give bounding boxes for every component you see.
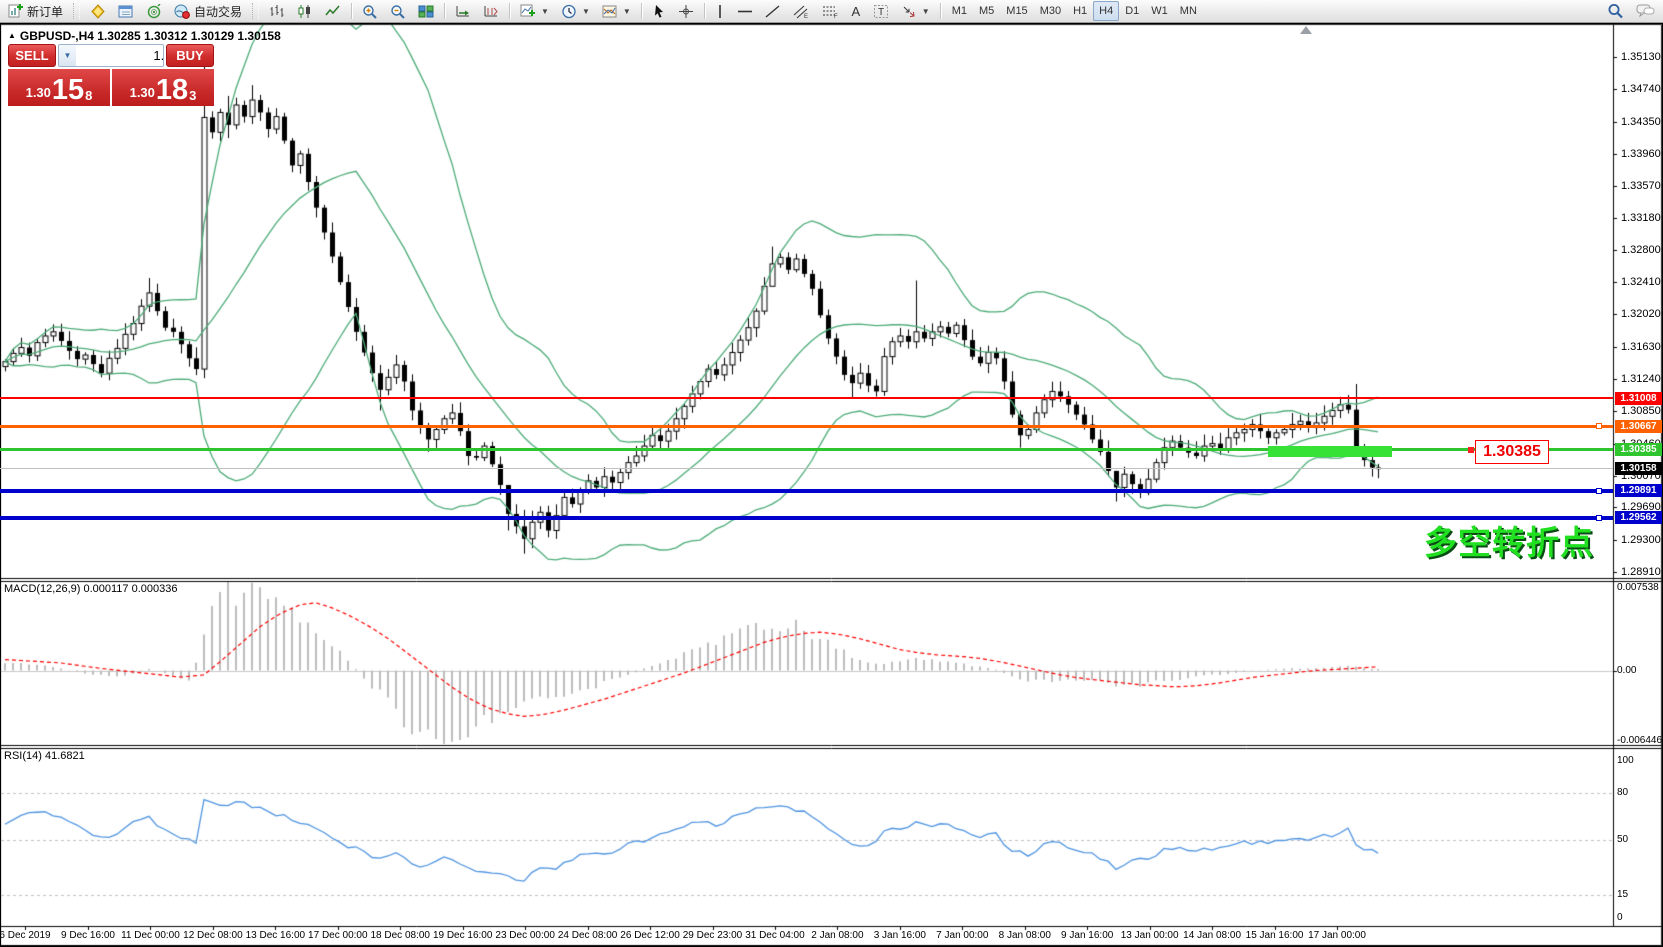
- macd-axis-min: -0.006446: [1617, 735, 1663, 746]
- price-axis-tick: 1.34740: [1621, 83, 1661, 96]
- buy-button[interactable]: BUY: [166, 44, 214, 67]
- time-axis-label: 19 Dec 16:00: [432, 930, 493, 941]
- price-divider: [110, 69, 112, 106]
- time-axis-label: 11 Dec 00:00: [121, 930, 180, 941]
- callout-anchor-icon: [1468, 447, 1474, 453]
- time-axis-label: 24 Dec 08:00: [557, 930, 618, 941]
- macd-indicator-label: MACD(12,26,9) 0.000117 0.000336: [4, 583, 178, 595]
- price-axis-tick: 1.31630: [1621, 340, 1661, 353]
- buy-price-prefix: 1.30: [129, 85, 155, 100]
- buy-price-main: 18: [155, 74, 189, 106]
- rsi-axis-100: 100: [1617, 755, 1634, 766]
- buy-price-pip: 3: [189, 88, 197, 103]
- price-axis-tick: 1.31240: [1621, 373, 1661, 385]
- horizontal-line-1.30667[interactable]: [0, 424, 1613, 428]
- time-axis-label: 15 Jan 16:00: [1245, 930, 1304, 941]
- time-axis-label: 9 Dec 16:00: [61, 930, 115, 941]
- price-axis-tick: 1.33180: [1621, 212, 1661, 225]
- time-axis-label: 26 Dec 12:00: [620, 930, 680, 941]
- line-edge-marker[interactable]: [1596, 514, 1602, 521]
- price-axis-tick: 1.34350: [1621, 115, 1661, 128]
- time-axis-label: 8 Jan 08:00: [998, 930, 1051, 941]
- price-axis-tick: 1.29690: [1621, 501, 1661, 514]
- sell-price-prefix: 1.30: [25, 85, 51, 100]
- sell-price-display[interactable]: 1.30 15 8: [8, 69, 110, 106]
- price-tag-1.30667: 1.30667: [1615, 419, 1662, 433]
- chart-title: ▲ GBPUSD-,H4 1.30285 1.30312 1.30129 1.30…: [8, 29, 281, 43]
- price-tag-1.29891: 1.29891: [1615, 484, 1662, 498]
- price-axis-tick: 1.33570: [1621, 180, 1661, 193]
- time-axis-label: 17 Dec 00:00: [308, 930, 368, 941]
- chart-shift-marker[interactable]: [1300, 26, 1312, 34]
- price-axis-tick: 1.32020: [1621, 308, 1661, 321]
- lot-decrease-button[interactable]: ▼: [59, 45, 76, 66]
- sell-price-pip: 8: [85, 88, 93, 103]
- turning-point-annotation[interactable]: 多空转折点: [1424, 523, 1594, 562]
- macd-axis-max: 0.007538: [1617, 582, 1659, 593]
- macd-axis-zero: 0.00: [1617, 664, 1637, 676]
- chart-title-text: GBPUSD-,H4 1.30285 1.30312 1.30129 1.301…: [19, 29, 281, 43]
- time-axis-label: 7 Jan 00:00: [936, 930, 989, 941]
- current-price-line: [0, 468, 1613, 470]
- horizontal-line-1.29891[interactable]: [0, 488, 1613, 493]
- one-click-trading-panel: SELL ▼ ▲ BUY 1.30 15 8 1.30 18 3: [8, 44, 214, 106]
- horizontal-line-1.31008[interactable]: [0, 397, 1613, 400]
- sell-price-main: 15: [51, 74, 85, 106]
- price-axis-tick: 1.32410: [1621, 276, 1661, 289]
- price-axis-tick: 1.35130: [1621, 51, 1661, 63]
- horizontal-line-1.29562[interactable]: [0, 515, 1613, 520]
- time-axis-label: 23 Dec 00:00: [495, 930, 555, 941]
- time-axis-label: 29 Dec 23:00: [682, 930, 743, 941]
- time-axis-label: 31 Dec 04:00: [745, 930, 805, 941]
- rsi-axis-50: 50: [1617, 834, 1629, 845]
- buy-price-display[interactable]: 1.30 18 3: [112, 69, 214, 106]
- time-axis-label: 13 Dec 16:00: [245, 930, 306, 941]
- lot-size-group: ▼ ▲: [58, 44, 164, 67]
- horizontal-line-1.30385[interactable]: [0, 448, 1613, 452]
- time-axis-label: 17 Jan 00:00: [1308, 930, 1366, 941]
- price-tag-1.31008: 1.31008: [1615, 391, 1662, 405]
- current-price-tag: 1.30158: [1615, 462, 1662, 476]
- time-axis-label: 13 Jan 00:00: [1120, 930, 1179, 941]
- price-axis-tick: 1.30850: [1621, 405, 1661, 418]
- time-axis-label: 3 Jan 16:00: [873, 930, 926, 941]
- rsi-axis-80: 80: [1617, 786, 1629, 798]
- lot-size-input[interactable]: [76, 45, 163, 66]
- time-axis-label: 18 Dec 08:00: [370, 930, 431, 941]
- line-edge-marker[interactable]: [1596, 423, 1602, 430]
- rsi-axis-0: 0: [1617, 912, 1623, 923]
- time-axis-label: 14 Jan 08:00: [1183, 930, 1242, 941]
- line-edge-marker[interactable]: [1596, 487, 1602, 494]
- time-axis-label: 9 Jan 16:00: [1061, 930, 1114, 941]
- quote-panel-toggle-icon[interactable]: ▲: [8, 31, 16, 40]
- time-axis-label: 12 Dec 08:00: [183, 930, 243, 941]
- price-callout-label[interactable]: 1.30385: [1475, 440, 1549, 464]
- price-axis-tick: 1.32800: [1621, 243, 1661, 256]
- price-axis-tick: 1.33960: [1621, 147, 1661, 160]
- price-axis-tick: 1.28910: [1621, 565, 1661, 578]
- price-axis-tick: 1.29300: [1621, 533, 1661, 546]
- price-tag-1.29562: 1.29562: [1615, 511, 1662, 525]
- rsi-indicator-label: RSI(14) 41.6821: [4, 750, 85, 762]
- time-axis-label: 2 Jan 08:00: [811, 930, 864, 941]
- price-tag-1.30385: 1.30385: [1615, 443, 1662, 457]
- time-axis-label: 6 Dec 2019: [0, 930, 51, 941]
- sell-button[interactable]: SELL: [8, 44, 56, 67]
- rsi-axis-15: 15: [1617, 889, 1629, 901]
- highlight-rectangle[interactable]: [1268, 446, 1392, 457]
